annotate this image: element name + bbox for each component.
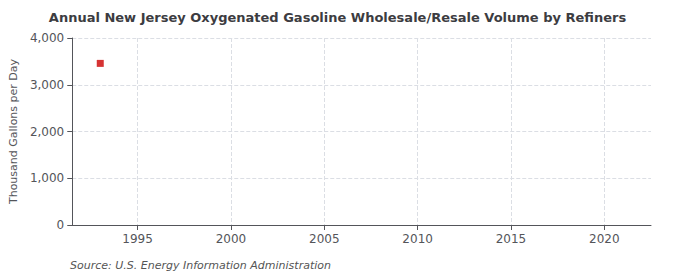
svg-text:Annual New Jersey Oxygenated G: Annual New Jersey Oxygenated Gasoline Wh… xyxy=(49,10,627,25)
svg-text:0: 0 xyxy=(57,218,65,232)
svg-text:2005: 2005 xyxy=(309,232,340,246)
svg-text:3,000: 3,000 xyxy=(30,78,64,92)
svg-text:1,000: 1,000 xyxy=(30,171,64,185)
svg-text:Thousand Gallons per Day: Thousand Gallons per Day xyxy=(7,58,20,205)
svg-text:Source: U.S. Energy Informatio: Source: U.S. Energy Information Administ… xyxy=(70,259,331,272)
svg-text:2015: 2015 xyxy=(496,232,527,246)
svg-text:2020: 2020 xyxy=(589,232,620,246)
svg-text:2,000: 2,000 xyxy=(30,125,64,139)
svg-text:1995: 1995 xyxy=(122,232,153,246)
svg-text:4,000: 4,000 xyxy=(30,31,64,45)
svg-text:2010: 2010 xyxy=(402,232,433,246)
svg-text:2000: 2000 xyxy=(216,232,247,246)
